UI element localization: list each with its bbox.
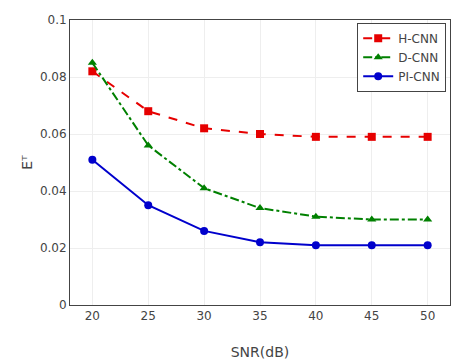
svg-text:50: 50 [420,309,435,323]
svg-text:45: 45 [364,309,379,323]
svg-text:30: 30 [196,309,211,323]
svg-text:PI-CNN: PI-CNN [398,70,439,84]
svg-text:0.04: 0.04 [40,184,67,198]
svg-text:20: 20 [85,309,100,323]
svg-text:40: 40 [308,309,323,323]
svg-text:0.08: 0.08 [40,70,67,84]
svg-text:D-CNN: D-CNN [398,51,438,65]
svg-text:35: 35 [252,309,267,323]
svg-text:0.1: 0.1 [48,13,67,27]
svg-text:SNR(dB): SNR(dB) [231,344,290,360]
svg-text:Eᵀ: Eᵀ [19,155,35,170]
svg-text:0.06: 0.06 [40,127,67,141]
svg-text:0: 0 [59,298,67,312]
svg-text:25: 25 [141,309,156,323]
svg-text:H-CNN: H-CNN [398,32,438,46]
svg-text:0.02: 0.02 [40,241,67,255]
